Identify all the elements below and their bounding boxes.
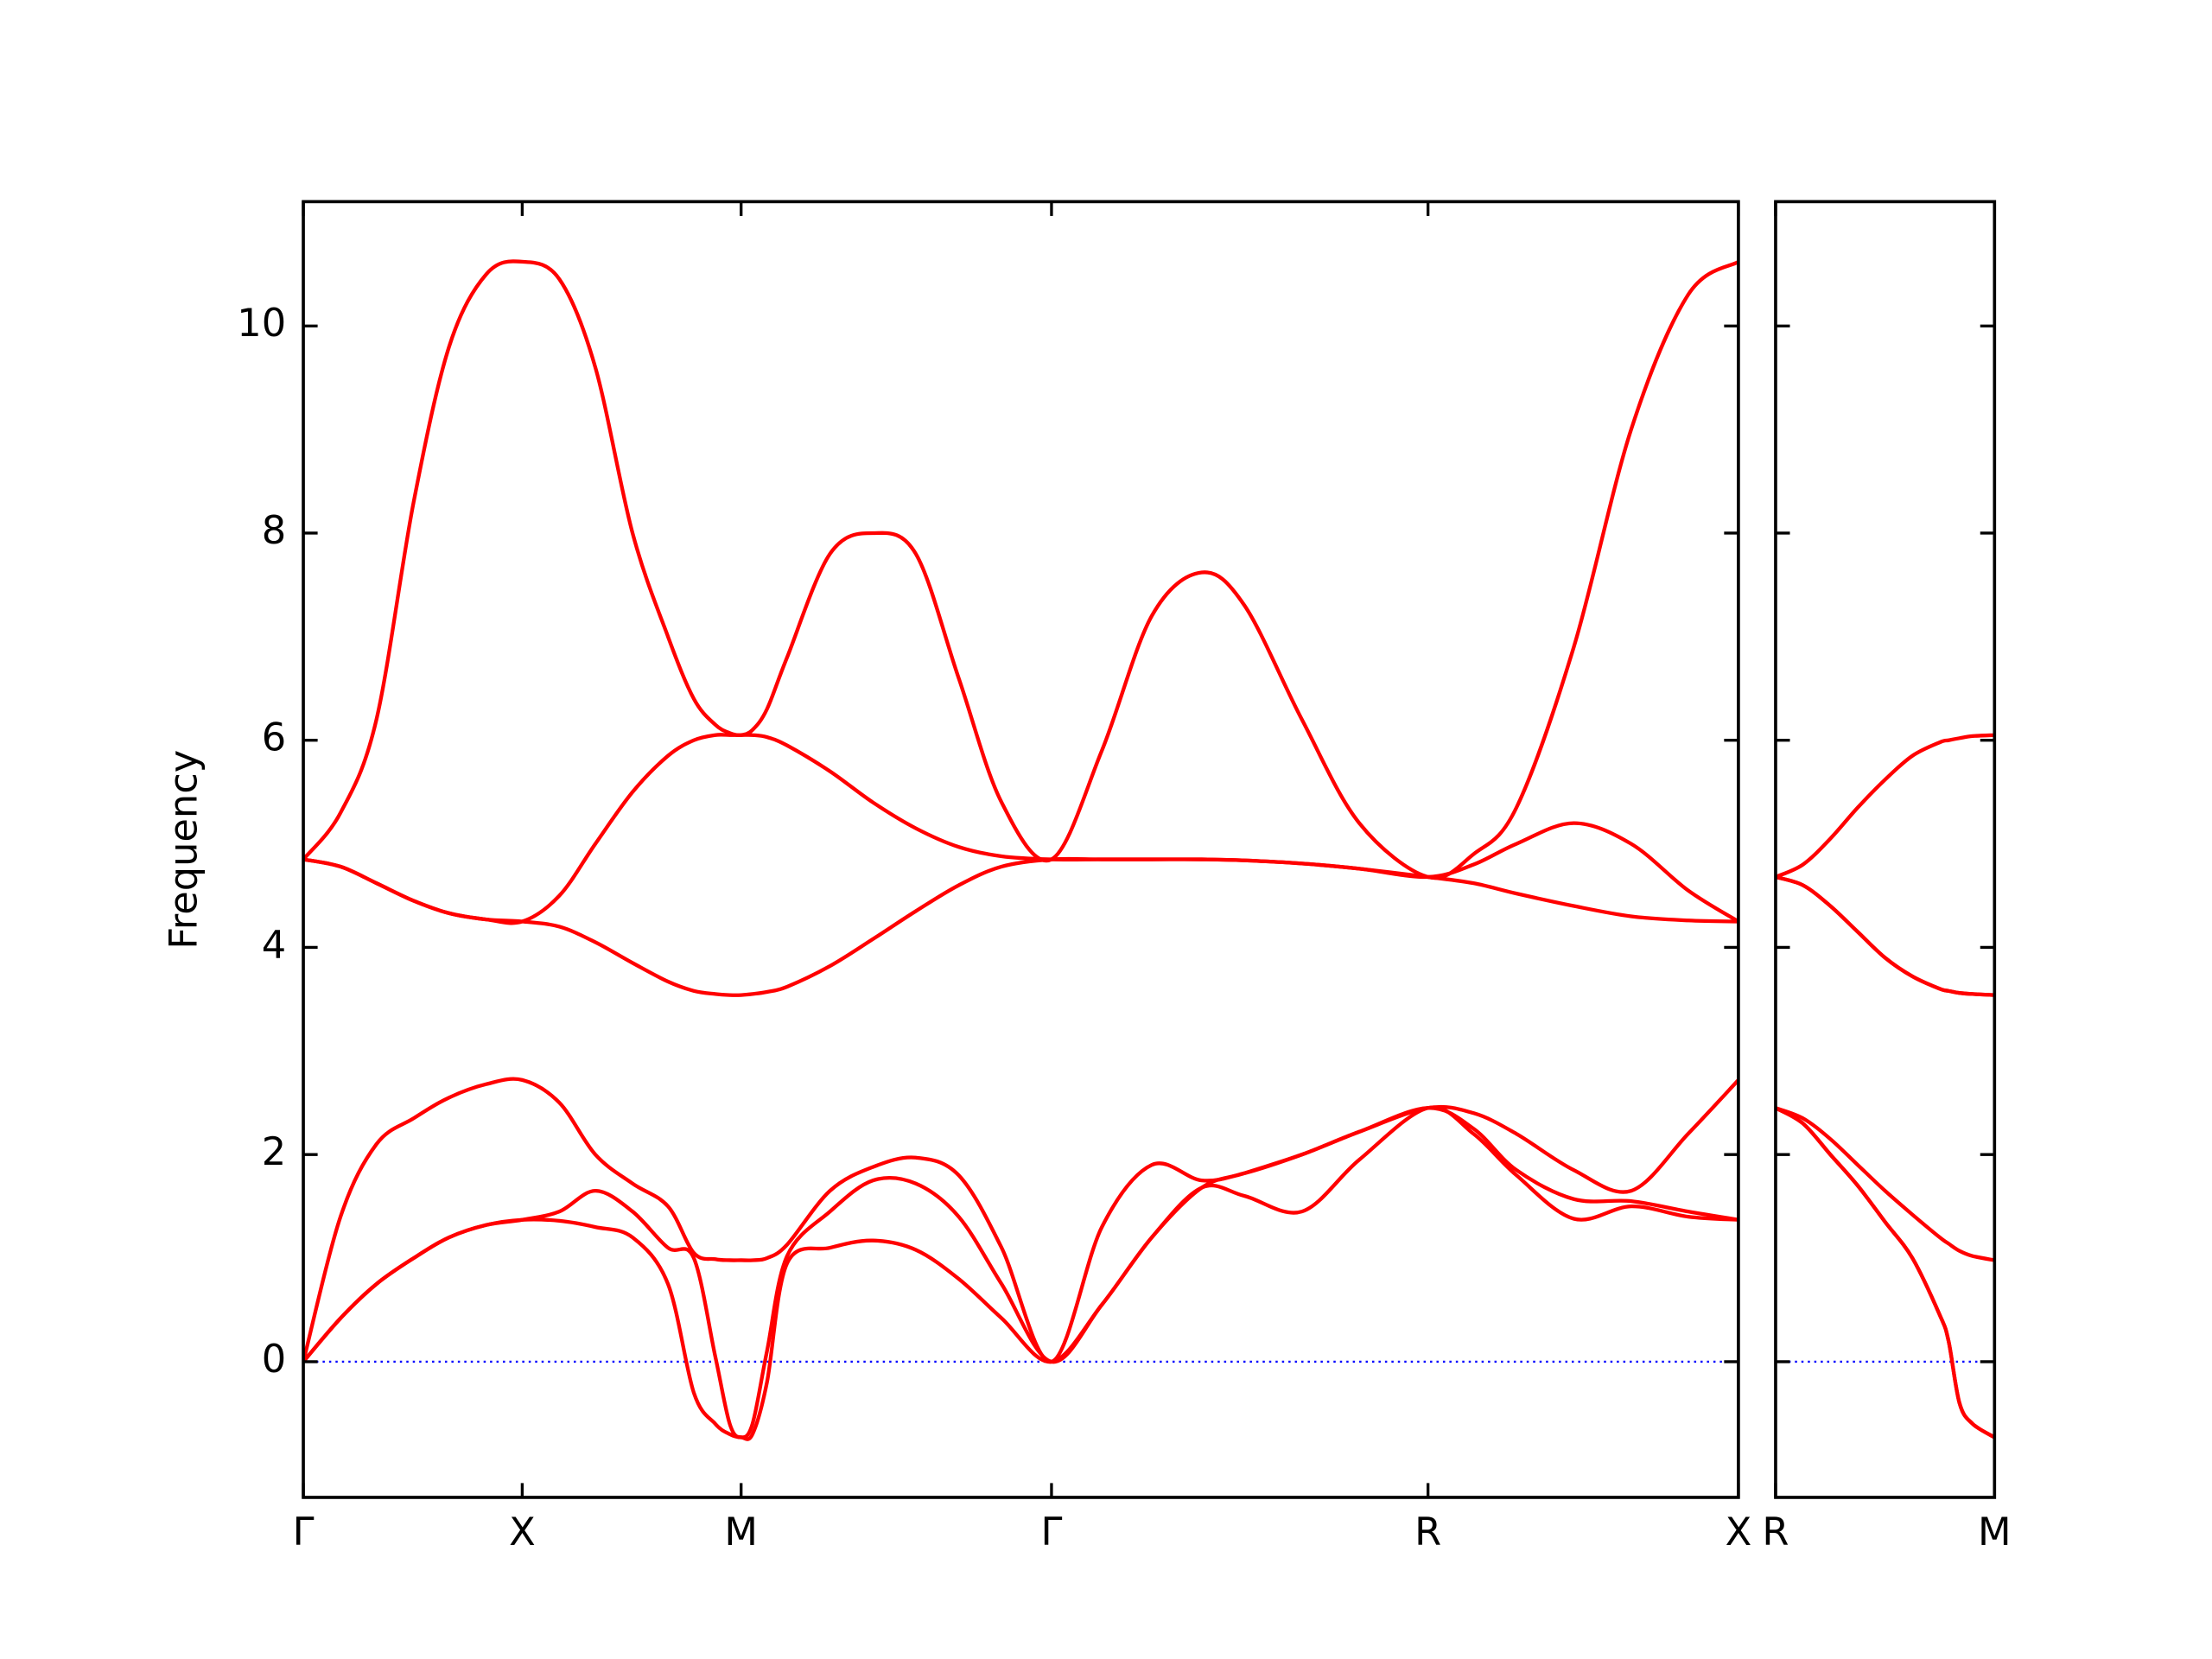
plot-area xyxy=(303,259,1738,1441)
x-tick-label: Γ xyxy=(293,1510,315,1554)
y-tick-label: 4 xyxy=(262,922,286,967)
band-line xyxy=(303,259,1738,880)
x-tick-label: X xyxy=(509,1510,536,1554)
y-tick-label: 2 xyxy=(262,1129,286,1174)
x-tick-label: X xyxy=(1726,1510,1752,1554)
band-line xyxy=(1775,1106,1995,1262)
band-line xyxy=(1775,874,1995,997)
y-axis-label: Frequency xyxy=(161,750,206,950)
y-tick-label: 6 xyxy=(262,715,286,760)
band-line xyxy=(1775,733,1995,880)
plot-area xyxy=(1775,733,1995,1440)
band-line xyxy=(303,1105,1738,1441)
axes-frame xyxy=(302,200,1740,1499)
band-line xyxy=(1775,1106,1995,1440)
x-tick-label: Γ xyxy=(1040,1510,1062,1554)
y-tick-label: 8 xyxy=(262,508,286,553)
y-tick-label: 0 xyxy=(262,1337,286,1382)
axes-frame xyxy=(1774,200,1997,1499)
x-tick-label: M xyxy=(724,1510,758,1554)
band-line xyxy=(303,856,1738,997)
x-tick-label: R xyxy=(1762,1510,1789,1554)
x-tick-label: R xyxy=(1414,1510,1441,1554)
x-tick-label: M xyxy=(1978,1510,2012,1554)
y-tick-label: 10 xyxy=(237,301,286,346)
